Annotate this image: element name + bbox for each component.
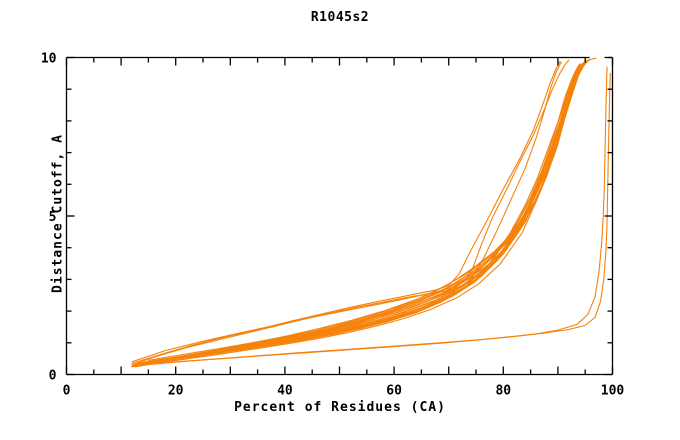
y-tick-label: 0 [49,369,57,384]
series-line [131,66,579,368]
x-tick-label: 20 [168,384,184,399]
series-line [131,61,562,366]
series-line [131,60,561,364]
x-tick-label: 60 [386,384,402,399]
x-tick-label: 40 [277,384,293,399]
x-axis-label: Percent of Residues (CA) [234,400,446,415]
y-tick-label: 5 [49,210,57,225]
series-line [131,59,570,363]
series-group [131,57,611,368]
series-line [147,57,597,361]
x-tick-label: 80 [495,384,511,399]
x-tick-label: 0 [63,384,71,399]
series-line [135,62,584,366]
axis-frame [65,56,614,376]
series-line [133,63,583,366]
chart-title: R1045s2 [310,10,370,25]
x-tick-label: 100 [601,384,625,399]
series-line [134,63,582,367]
y-tick-label: 10 [41,52,57,67]
series-line [136,66,608,367]
series-line [137,60,587,365]
tick-labels: 0 20 40 60 80 100 0 5 10 [41,52,625,399]
